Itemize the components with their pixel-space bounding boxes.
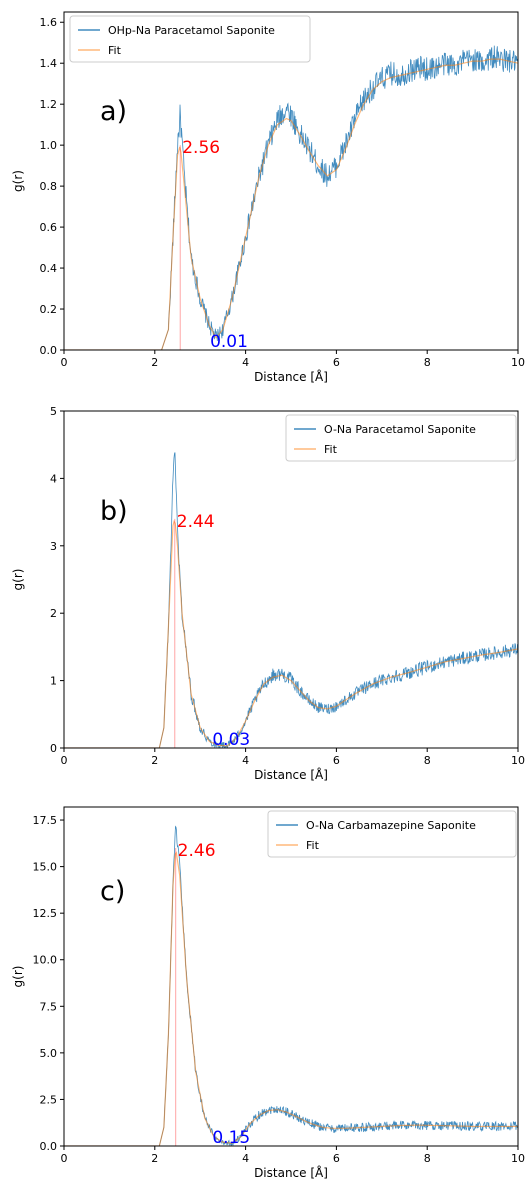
x-tick-label: 0 <box>61 754 68 767</box>
x-tick-label: 6 <box>333 1152 340 1165</box>
x-tick-label: 0 <box>61 1152 68 1165</box>
x-tick-label: 0 <box>61 356 68 369</box>
x-tick-label: 8 <box>424 356 431 369</box>
y-tick-label: 1.2 <box>40 98 58 111</box>
series-line-data <box>64 452 518 748</box>
x-tick-label: 6 <box>333 356 340 369</box>
y-tick-label: 5 <box>50 405 57 418</box>
x-tick-label: 8 <box>424 1152 431 1165</box>
y-tick-label: 0.8 <box>40 180 58 193</box>
x-tick-label: 4 <box>242 754 249 767</box>
x-tick-label: 8 <box>424 754 431 767</box>
y-tick-label: 0 <box>50 742 57 755</box>
y-tick-label: 4 <box>50 472 57 485</box>
x-axis-label: Distance [Å] <box>254 767 328 782</box>
y-tick-label: 1.0 <box>40 139 58 152</box>
y-axis-label: g(r) <box>11 170 25 192</box>
y-tick-label: 0.0 <box>40 1140 58 1153</box>
x-tick-label: 2 <box>151 754 158 767</box>
x-tick-label: 2 <box>151 356 158 369</box>
legend-box <box>267 810 517 858</box>
y-tick-label: 1.6 <box>40 16 58 29</box>
y-tick-label: 1 <box>50 675 57 688</box>
y-tick-label: 0.6 <box>40 221 58 234</box>
y-tick-label: 2.5 <box>40 1093 58 1106</box>
y-tick-label: 5.0 <box>40 1047 58 1060</box>
chart-panel-2: 2.44 0.03 0 2 4 6 8 10 0 1 2 3 4 5 Distance [Å] g(r) b) O… <box>11 405 525 782</box>
y-tick-label: 2 <box>50 607 57 620</box>
chart-panel-3: 2.46 0.15 0 2 4 6 8 10 0.0 2.5 5.0 7.5 10.0 12.5 15.0 1… <box>11 806 525 1180</box>
y-axis-label: g(r) <box>11 966 25 988</box>
panel-label: a) <box>100 96 127 127</box>
y-tick-label: 15.0 <box>33 861 58 874</box>
chart-panel-1: 2.56 0.01 0 2 4 6 8 10 0.0 0.2 0.4 0.6 0.8 1.0 1.2 1.4 1… <box>11 11 525 384</box>
legend-entry: Fit <box>108 44 122 57</box>
y-tick-label: 0.2 <box>40 303 58 316</box>
x-tick-label: 4 <box>242 356 249 369</box>
legend-entry: OHp-Na Paracetamol Saponite <box>108 24 275 37</box>
legend-box <box>285 414 517 462</box>
axes-frame <box>63 410 519 749</box>
peak-annotation: 2.46 <box>178 841 216 861</box>
y-tick-label: 0.0 <box>40 344 58 357</box>
y-tick-label: 7.5 <box>40 1000 58 1013</box>
legend-entry: O-Na Carbamazepine Saponite <box>306 819 476 832</box>
axes-frame <box>63 11 519 351</box>
y-axis-label: g(r) <box>11 569 25 591</box>
panel-label: c) <box>100 876 125 907</box>
legend-box <box>69 15 311 63</box>
peak-annotation: 2.44 <box>177 512 215 532</box>
x-tick-label: 2 <box>151 1152 158 1165</box>
legend: OHp-Na Paracetamol Saponite Fit <box>69 15 311 63</box>
y-tick-label: 10.0 <box>33 954 58 967</box>
legend-entry: O-Na Paracetamol Saponite <box>324 423 476 436</box>
x-axis-label: Distance [Å] <box>254 369 328 384</box>
series-line-data <box>64 45 518 350</box>
series-line-fit <box>64 851 518 1146</box>
x-tick-label: 10 <box>511 356 525 369</box>
y-tick-label: 1.4 <box>40 57 58 70</box>
series-line-fit <box>64 58 518 350</box>
series-line-fit <box>64 519 518 748</box>
peak-annotation: 2.56 <box>182 138 220 158</box>
legend-entry: Fit <box>306 839 320 852</box>
x-tick-label: 4 <box>242 1152 249 1165</box>
minimum-annotation: 0.03 <box>212 730 250 750</box>
y-tick-label: 12.5 <box>33 907 58 920</box>
legend: O-Na Carbamazepine Saponite Fit <box>267 810 517 858</box>
x-axis-label: Distance [Å] <box>254 1165 328 1180</box>
x-tick-label: 10 <box>511 754 525 767</box>
y-tick-label: 3 <box>50 540 57 553</box>
minimum-annotation: 0.15 <box>212 1128 250 1148</box>
panel-label: b) <box>100 496 128 527</box>
y-tick-label: 17.5 <box>33 814 58 827</box>
legend-entry: Fit <box>324 443 338 456</box>
x-tick-label: 10 <box>511 1152 525 1165</box>
axes-frame <box>63 806 519 1147</box>
minimum-annotation: 0.01 <box>210 332 248 352</box>
series-line-data <box>64 825 518 1146</box>
x-tick-label: 6 <box>333 754 340 767</box>
legend: O-Na Paracetamol Saponite Fit <box>285 414 517 462</box>
y-tick-label: 0.4 <box>40 262 58 275</box>
